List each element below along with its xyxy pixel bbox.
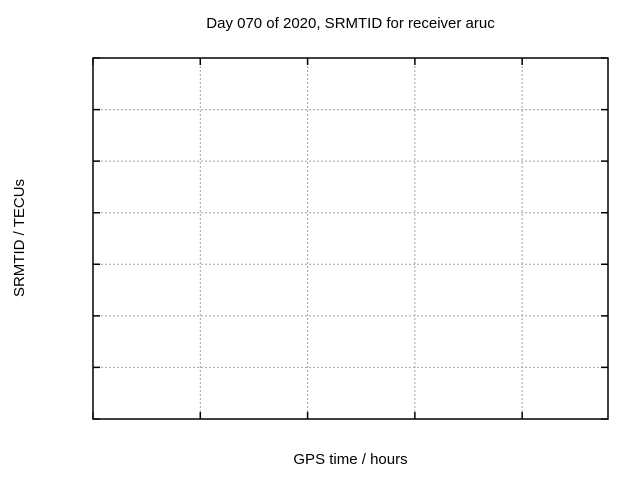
axis-ticks [92,57,608,420]
grid-lines [93,58,608,419]
x-axis-title: GPS time / hours [293,451,408,468]
chart-title: Day 070 of 2020, SRMTID for receiver aru… [206,15,495,32]
y-axis-title: SRMTID / TECUs [11,178,28,298]
plot-border [92,57,609,420]
